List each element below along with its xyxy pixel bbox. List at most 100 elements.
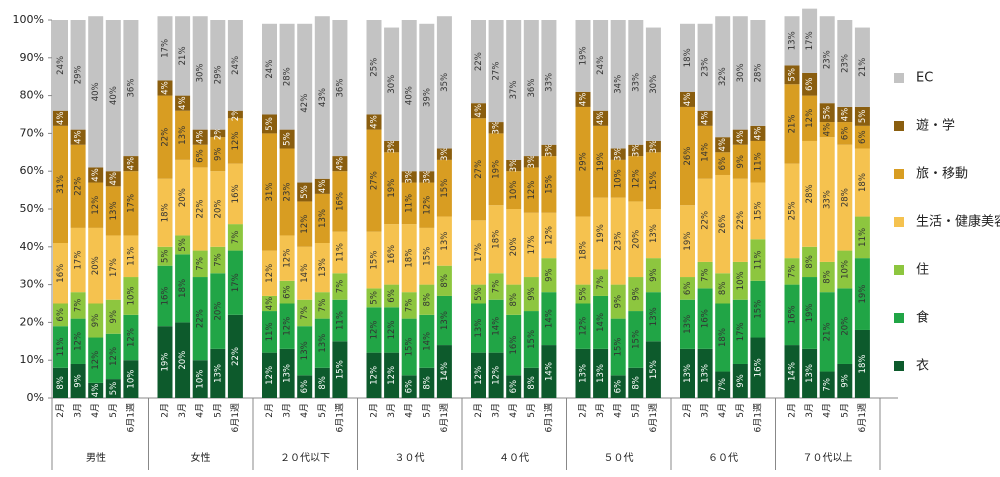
bar-segment (70, 227, 86, 293)
data-label: 8% (527, 376, 537, 390)
data-label: 18% (178, 279, 188, 298)
bar-segment (541, 345, 557, 398)
data-label: 22% (231, 347, 241, 366)
data-label: 17% (126, 194, 136, 213)
bar-segment (192, 16, 208, 130)
data-label: 16% (788, 305, 798, 324)
bar-segment (680, 277, 695, 300)
bar-segment (715, 303, 731, 372)
bar-segment (610, 148, 626, 160)
data-label: 7% (596, 276, 606, 290)
bar-segment (837, 106, 853, 123)
bar-segment (593, 197, 609, 270)
data-label: 6% (805, 78, 815, 92)
data-label: 5% (579, 287, 589, 301)
bar-segment (279, 235, 295, 281)
bar-segment (784, 258, 800, 285)
data-label: 4% (91, 168, 101, 182)
bar-segment (680, 299, 695, 349)
bar-segment (680, 106, 695, 206)
group-label: ２０代以下 (280, 452, 330, 464)
bar-segment (227, 163, 243, 225)
data-label: 27% (474, 160, 484, 179)
bar-segment (471, 118, 486, 221)
legend-swatch (894, 73, 904, 83)
data-label: 12% (474, 366, 484, 385)
bar-segment (680, 91, 695, 107)
bar-segment (784, 345, 800, 398)
bar-segment (802, 72, 818, 96)
x-tick-label: 3月 (700, 403, 711, 418)
y-tick-label: 10% (20, 353, 44, 366)
data-label: 13% (440, 311, 450, 330)
bar-segment (819, 103, 835, 123)
bar-segment (593, 20, 609, 111)
bar-segment (506, 171, 522, 209)
data-label: 16% (509, 336, 519, 355)
x-tick-label: 5月 (526, 403, 537, 418)
bar-segment (175, 235, 191, 255)
data-label: 22% (161, 128, 171, 147)
data-label: 33% (544, 73, 554, 92)
bar-segment (53, 303, 68, 327)
data-label: 17% (527, 235, 537, 254)
bar-segment (366, 114, 382, 130)
x-tick-label: 6月1週 (857, 403, 868, 432)
bar-segment (366, 288, 382, 308)
data-label: 4% (579, 93, 589, 107)
data-label: 4% (736, 130, 746, 144)
data-label: 12% (74, 332, 84, 351)
bar-segment (697, 125, 713, 179)
data-label: 16% (753, 358, 763, 377)
bar-segment (436, 345, 452, 398)
bar-segment (837, 288, 853, 364)
bar-segment (715, 152, 731, 175)
bar-segment (436, 216, 452, 266)
data-label: 7% (231, 231, 241, 245)
bar-segment (732, 129, 748, 145)
data-label: 18% (858, 355, 868, 374)
data-label: 11% (335, 243, 345, 262)
bar-segment (802, 246, 818, 278)
bar-segment (506, 20, 522, 160)
data-label: 19% (596, 224, 606, 243)
data-label: 14% (440, 362, 450, 381)
bar-segment (53, 20, 68, 111)
data-label: 16% (387, 245, 397, 264)
data-label: 12% (300, 215, 310, 234)
bar-segment (854, 125, 870, 149)
data-label: 5% (823, 106, 833, 120)
data-label: 6% (509, 380, 519, 394)
data-label: 7% (74, 299, 84, 313)
data-label: 42% (300, 94, 310, 113)
data-label: 6% (683, 282, 693, 296)
bar-segment (192, 167, 208, 251)
bar-segment (297, 299, 313, 327)
bar-segment (628, 20, 644, 145)
data-label: 20% (213, 302, 223, 321)
bar-segment (837, 250, 853, 289)
data-label: 20% (213, 200, 223, 219)
x-tick-label: 5月 (108, 403, 119, 418)
data-label: 14% (544, 362, 554, 381)
data-label: 12% (422, 196, 432, 215)
bar-segment (175, 110, 191, 160)
data-label: 15% (370, 251, 380, 270)
data-label: 6% (405, 380, 415, 394)
data-label: 6% (718, 157, 728, 171)
bar-segment (210, 273, 226, 349)
data-label: 14% (701, 143, 711, 162)
bar-segment (854, 216, 870, 259)
data-label: 9% (213, 147, 223, 161)
legend-swatch (894, 121, 904, 131)
data-label: 7% (788, 265, 798, 279)
bar-segment (488, 20, 504, 123)
x-tick-label: 6月1週 (752, 403, 763, 432)
bar-segment (523, 277, 539, 312)
data-label: 15% (631, 330, 641, 349)
bar-segment (575, 348, 591, 398)
bar-segment (70, 20, 86, 130)
data-label: 7% (196, 257, 206, 271)
bar-segment (105, 299, 121, 334)
bar-segment (157, 265, 173, 327)
